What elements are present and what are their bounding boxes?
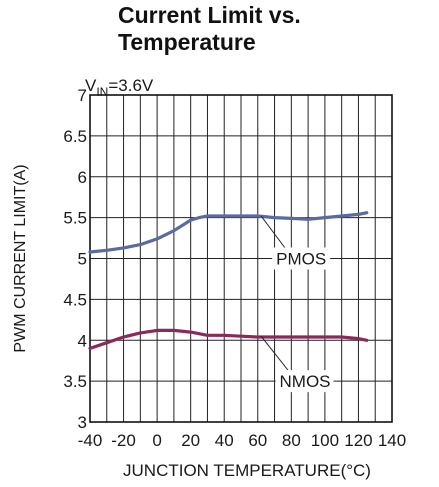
series-callouts: PMOS NMOS: [260, 215, 334, 393]
x-tick-label: -20: [111, 431, 136, 450]
series-label-pmos: PMOS: [276, 250, 326, 269]
series-line-nmos: [88, 328, 369, 350]
x-axis-label: JUNCTION TEMPERATURE(°C): [123, 461, 371, 480]
y-axis-label: PWM CURRENT LIMIT(A): [12, 164, 29, 352]
condition-label: VIN=3.6V: [85, 76, 154, 99]
x-tick-label: 20: [181, 431, 200, 450]
condition-subscript: IN: [96, 85, 108, 99]
callout-background: [272, 247, 331, 270]
series-label-nmos: NMOS: [280, 372, 331, 391]
x-tick-label: 140: [378, 431, 406, 450]
chart-title-line2: Temperature: [118, 29, 256, 55]
callout-background: [275, 370, 334, 393]
condition-v: V: [85, 76, 97, 95]
x-tick-label: 60: [248, 431, 267, 450]
x-tick-labels: -40 -20 0 20 40 60 80 100 120 140: [78, 431, 406, 450]
plot-frame: [89, 94, 393, 423]
y-tick-label: 5.5: [63, 209, 87, 228]
y-tick-label: 6.5: [63, 127, 87, 146]
x-tick-label: 40: [215, 431, 234, 450]
y-tick-label: 4: [78, 331, 87, 350]
x-tick-label: -40: [78, 431, 103, 450]
condition-value: =3.6V: [108, 76, 154, 95]
y-tick-label: 3: [78, 413, 87, 432]
y-tick-label: 4.5: [63, 290, 87, 309]
x-tick-label: 0: [152, 431, 161, 450]
y-tick-label: 6: [78, 168, 87, 187]
callout-leader: [260, 215, 287, 250]
chart-title-line1: Current Limit vs.: [118, 2, 301, 28]
x-tick-label: 80: [282, 431, 301, 450]
chart-title: Current Limit vs. Temperature: [118, 2, 301, 56]
y-tick-label: 7: [78, 86, 87, 105]
series-layer: [88, 211, 369, 350]
y-tick-labels: 3 3.5 4 4.5 5 5.5 6 6.5 7: [63, 86, 87, 432]
series-line-pmos: [88, 211, 369, 254]
y-tick-label: 5: [78, 250, 87, 269]
x-tick-label: 120: [344, 431, 372, 450]
grid: [90, 95, 392, 422]
callout-leader: [260, 335, 290, 373]
y-tick-label: 3.5: [63, 372, 87, 391]
x-tick-label: 100: [311, 431, 339, 450]
